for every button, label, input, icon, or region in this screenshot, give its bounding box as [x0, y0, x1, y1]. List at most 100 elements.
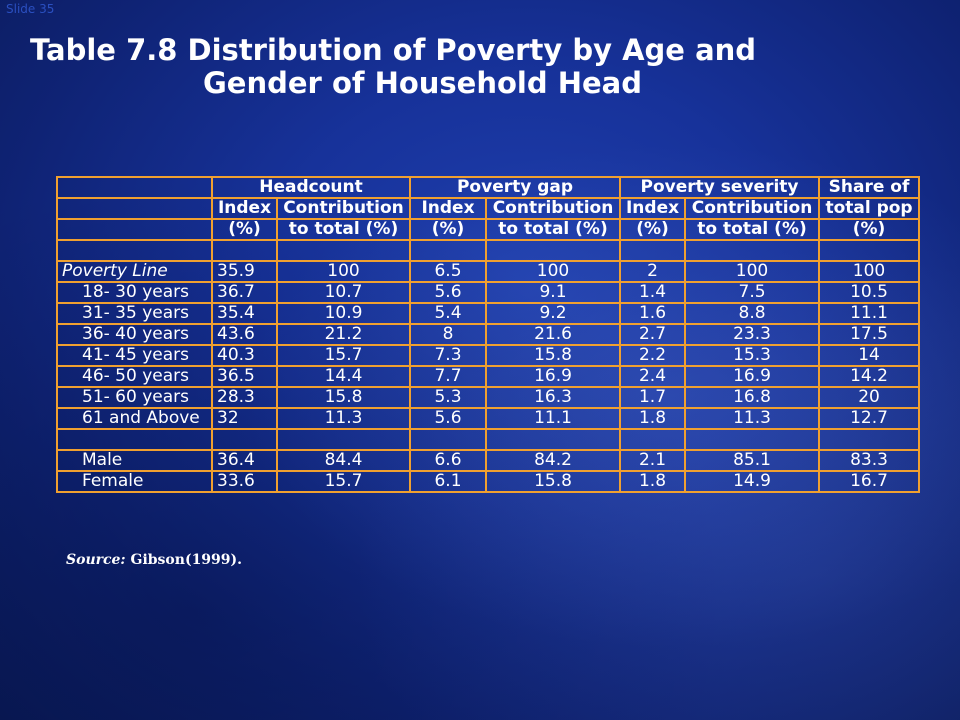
table-cell: 16.9 — [484, 365, 622, 388]
header-empty-cell — [56, 218, 213, 241]
table-row: Poverty Line 35.9 100 6.5 100 2 100 100 — [56, 260, 921, 283]
header-headcount: Headcount — [211, 176, 411, 199]
table-row: 46- 50 years 36.5 14.4 7.7 16.9 2.4 16.9 14.2 — [56, 365, 921, 388]
table-cell: 21.6 — [484, 323, 622, 346]
table-cell: 35.4 — [211, 302, 278, 325]
row-label: 18- 30 years — [56, 281, 213, 304]
table-cell: 6.6 — [409, 449, 487, 472]
row-label: 51- 60 years — [56, 386, 213, 409]
spacer-cell — [211, 428, 278, 451]
table-cell: 14 — [818, 344, 921, 367]
spacer-cell — [484, 428, 622, 451]
subheader-severity-contribution: Contribution — [684, 197, 821, 220]
spacer-cell — [684, 239, 821, 262]
spacer-cell — [684, 428, 821, 451]
spacer-row — [56, 239, 921, 262]
table-cell: 15.8 — [276, 386, 411, 409]
table-cell: 11.3 — [684, 407, 821, 430]
table-cell: 6.1 — [409, 470, 487, 493]
row-label: 31- 35 years — [56, 302, 213, 325]
table-cell: 7.3 — [409, 344, 487, 367]
row-label: 46- 50 years — [56, 365, 213, 388]
table-cell: 2 — [619, 260, 687, 283]
table-cell: 16.9 — [684, 365, 821, 388]
row-label: Female — [56, 470, 213, 493]
subheader-gap-contribution: Contribution — [484, 197, 622, 220]
table-row: 31- 35 years 35.4 10.9 5.4 9.2 1.6 8.8 11.1 — [56, 302, 921, 325]
subheader-gap-index: Index — [409, 197, 487, 220]
table-cell: 2.1 — [619, 449, 687, 472]
row-label: 36- 40 years — [56, 323, 213, 346]
subheader-gap-pct: (%) — [409, 218, 487, 241]
table-cell: 5.3 — [409, 386, 487, 409]
row-label: 61 and Above — [56, 407, 213, 430]
table-cell: 84.2 — [484, 449, 622, 472]
table-cell: 1.7 — [619, 386, 687, 409]
table-cell: 2.4 — [619, 365, 687, 388]
spacer-cell — [818, 239, 921, 262]
table-cell: 15.7 — [276, 470, 411, 493]
subheader-headcount-index: Index — [211, 197, 278, 220]
subheader-severity-to-total: to total (%) — [684, 218, 821, 241]
spacer-cell — [619, 239, 687, 262]
table-cell: 6.5 — [409, 260, 487, 283]
table-cell: 83.3 — [818, 449, 921, 472]
table-cell: 10.5 — [818, 281, 921, 304]
table-row: 36- 40 years 43.6 21.2 8 21.6 2.7 23.3 17.5 — [56, 323, 921, 346]
table-cell: 10.9 — [276, 302, 411, 325]
table-row: 61 and Above 32 11.3 5.6 11.1 1.8 11.3 12.7 — [56, 407, 921, 430]
spacer-cell — [276, 428, 411, 451]
title-line-2: Gender of Household Head — [203, 66, 642, 100]
table-cell: 17.5 — [818, 323, 921, 346]
subheader-severity-index: Index — [619, 197, 687, 220]
table-cell: 5.6 — [409, 407, 487, 430]
table-row: Male 36.4 84.4 6.6 84.2 2.1 85.1 83.3 — [56, 449, 921, 472]
table-cell: 28.3 — [211, 386, 278, 409]
table-cell: 15.3 — [684, 344, 821, 367]
spacer-cell — [484, 239, 622, 262]
table-cell: 8.8 — [684, 302, 821, 325]
table-row: 41- 45 years 40.3 15.7 7.3 15.8 2.2 15.3 14 — [56, 344, 921, 367]
source-text: Gibson(1999). — [130, 552, 243, 568]
spacer-cell — [276, 239, 411, 262]
table-cell: 21.2 — [276, 323, 411, 346]
source-label: Source: — [66, 552, 126, 568]
table-cell: 36.5 — [211, 365, 278, 388]
table-cell: 14.9 — [684, 470, 821, 493]
table-row: Female 33.6 15.7 6.1 15.8 1.8 14.9 16.7 — [56, 470, 921, 493]
header-empty-cell — [56, 176, 213, 199]
table-cell: 14.4 — [276, 365, 411, 388]
table-cell: 1.6 — [619, 302, 687, 325]
subheader-headcount-contribution: Contribution — [276, 197, 411, 220]
table-cell: 9.1 — [484, 281, 622, 304]
poverty-table: Headcount Poverty gap Poverty severity S… — [56, 176, 921, 493]
subheader-total-pop-pct: (%) — [818, 218, 921, 241]
table-cell: 100 — [484, 260, 622, 283]
table-cell: 15.8 — [484, 344, 622, 367]
spacer-cell — [409, 428, 487, 451]
table-cell: 9.2 — [484, 302, 622, 325]
table-cell: 32 — [211, 407, 278, 430]
row-label: 41- 45 years — [56, 344, 213, 367]
table-cell: 85.1 — [684, 449, 821, 472]
table-row: 51- 60 years 28.3 15.8 5.3 16.3 1.7 16.8 20 — [56, 386, 921, 409]
table-row: 18- 30 years 36.7 10.7 5.6 9.1 1.4 7.5 10.5 — [56, 281, 921, 304]
header-row-3: (%) to total (%) (%) to total (%) (%) to… — [56, 218, 921, 241]
table-cell: 10.7 — [276, 281, 411, 304]
subheader-total-pop: total pop — [818, 197, 921, 220]
table-cell: 1.8 — [619, 470, 687, 493]
spacer-row — [56, 428, 921, 451]
table-cell: 11.1 — [484, 407, 622, 430]
table-cell: 100 — [276, 260, 411, 283]
table-cell: 35.9 — [211, 260, 278, 283]
slide-title: Table 7.8 Distribution of Poverty by Age… — [0, 34, 960, 100]
row-label: Male — [56, 449, 213, 472]
table-cell: 5.4 — [409, 302, 487, 325]
table-cell: 100 — [684, 260, 821, 283]
table-cell: 11.1 — [818, 302, 921, 325]
table-cell: 14.2 — [818, 365, 921, 388]
table-cell: 1.8 — [619, 407, 687, 430]
table-cell: 15.7 — [276, 344, 411, 367]
table-cell: 36.4 — [211, 449, 278, 472]
table-cell: 12.7 — [818, 407, 921, 430]
